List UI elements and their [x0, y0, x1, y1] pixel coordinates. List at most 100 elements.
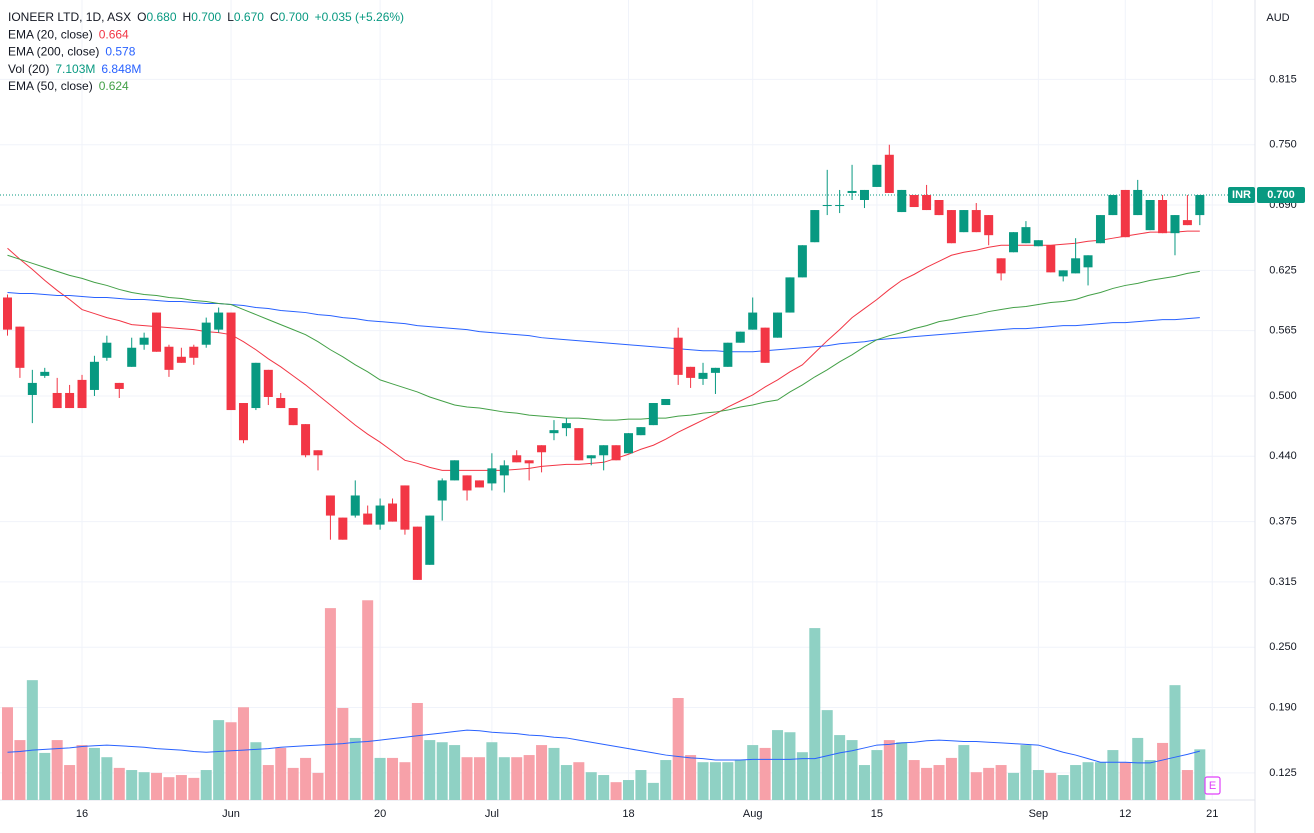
- candle-body: [1071, 258, 1081, 274]
- volume-bar: [747, 745, 759, 800]
- legend-name: EMA (20, close): [8, 27, 93, 41]
- volume-bar: [1107, 750, 1119, 800]
- volume-bar: [362, 600, 374, 800]
- candle-body: [65, 392, 75, 409]
- candle-body: [450, 460, 460, 481]
- volume-bar: [846, 740, 858, 800]
- volume-bar: [511, 757, 523, 800]
- volume-bar: [1119, 762, 1131, 800]
- volume-bar: [834, 735, 846, 800]
- volume-bar: [1169, 685, 1181, 800]
- ohlc-key: O: [137, 10, 146, 24]
- y-tick-label: 0.315: [1269, 576, 1297, 588]
- volume-bar: [970, 772, 982, 800]
- volume-bar: [697, 762, 709, 800]
- candle-body: [251, 362, 261, 409]
- volume-bar: [225, 722, 237, 800]
- candle-body: [77, 379, 87, 409]
- volume-ma-line: [7, 729, 1200, 764]
- volume-bar: [188, 777, 200, 800]
- candle-body: [15, 326, 25, 368]
- y-tick-label: 0.565: [1269, 325, 1297, 337]
- volume-bar: [933, 765, 945, 800]
- event-marker: [1204, 776, 1221, 795]
- candle-body: [238, 403, 248, 441]
- candle-body: [648, 403, 658, 426]
- candle-body: [189, 346, 199, 358]
- volume-bar: [51, 740, 63, 800]
- ohlc-key: L: [227, 10, 234, 24]
- x-tick-label: 16: [76, 808, 88, 820]
- volume-bar: [896, 742, 908, 800]
- x-tick-label: 20: [374, 808, 386, 820]
- candle-body: [474, 480, 484, 488]
- candle-body: [760, 327, 770, 363]
- candle-body: [499, 465, 509, 476]
- volume-bar: [287, 767, 299, 800]
- ohlc-value: 0.700: [279, 10, 309, 24]
- candle-body: [375, 505, 385, 525]
- ohlc-key: H: [183, 10, 192, 24]
- x-tick-label: 15: [871, 808, 883, 820]
- candle-body: [934, 200, 944, 216]
- legend-name: EMA (50, close): [8, 79, 93, 93]
- y-tick-label: 0.375: [1269, 516, 1297, 528]
- candle-body: [735, 331, 745, 343]
- candle-body: [922, 194, 932, 211]
- volume-bar: [275, 747, 287, 800]
- legend-value: 0.624: [99, 79, 129, 93]
- candle-body: [512, 455, 522, 463]
- x-tick-label: Jul: [485, 808, 499, 820]
- volume-bar: [324, 608, 336, 800]
- candle-body: [636, 427, 646, 436]
- volume-bar: [809, 628, 821, 800]
- price-badge-text: 0.700: [1267, 189, 1295, 201]
- volume-bar: [1132, 737, 1144, 800]
- volume-bar: [1008, 772, 1020, 800]
- candle-body: [301, 424, 311, 456]
- y-tick-label: 0.190: [1269, 701, 1297, 713]
- volume-bar: [573, 762, 585, 800]
- candle-body: [1158, 200, 1168, 234]
- candle-body: [288, 408, 298, 426]
- volume-bar: [449, 745, 461, 800]
- volume-bar: [64, 765, 76, 800]
- volume-bar: [1057, 775, 1069, 800]
- event-marker-text: E: [1209, 780, 1216, 792]
- volume-bar: [672, 697, 684, 800]
- legend-name: EMA (200, close): [8, 45, 99, 59]
- candle-body: [748, 312, 758, 330]
- volume-bar: [312, 772, 324, 800]
- x-tick-label: 18: [622, 808, 634, 820]
- symbol: IONEER LTD, 1D, ASX: [8, 10, 131, 24]
- ohlc-value: 0.670: [234, 10, 264, 24]
- candle-body: [152, 312, 162, 352]
- candle-body: [40, 371, 50, 376]
- candle-body: [462, 475, 472, 491]
- volume-bar: [784, 732, 796, 800]
- volume-bar: [138, 772, 150, 800]
- candle-body: [884, 154, 894, 193]
- candle-body: [164, 346, 174, 370]
- y-tick-label: 0.815: [1269, 73, 1297, 85]
- volume-bar: [88, 747, 100, 800]
- candle-body: [524, 460, 534, 464]
- volume-bar: [39, 752, 51, 800]
- candle-body: [698, 372, 708, 379]
- candle-body: [338, 517, 348, 540]
- candle-body: [946, 210, 956, 244]
- candle-body: [1009, 232, 1019, 253]
- candle-body: [897, 189, 907, 213]
- volume-bar: [175, 775, 187, 800]
- candle-body: [673, 337, 683, 375]
- volume-bar: [660, 760, 672, 800]
- volume-bar: [734, 760, 746, 800]
- candle-body: [561, 423, 571, 429]
- volume-bar: [945, 757, 957, 800]
- volume-bar: [685, 755, 697, 800]
- volume-bar: [151, 772, 163, 800]
- candle-body: [27, 382, 37, 395]
- candle-body: [797, 245, 807, 278]
- volume-bar: [436, 742, 448, 800]
- x-tick-label: 12: [1119, 808, 1131, 820]
